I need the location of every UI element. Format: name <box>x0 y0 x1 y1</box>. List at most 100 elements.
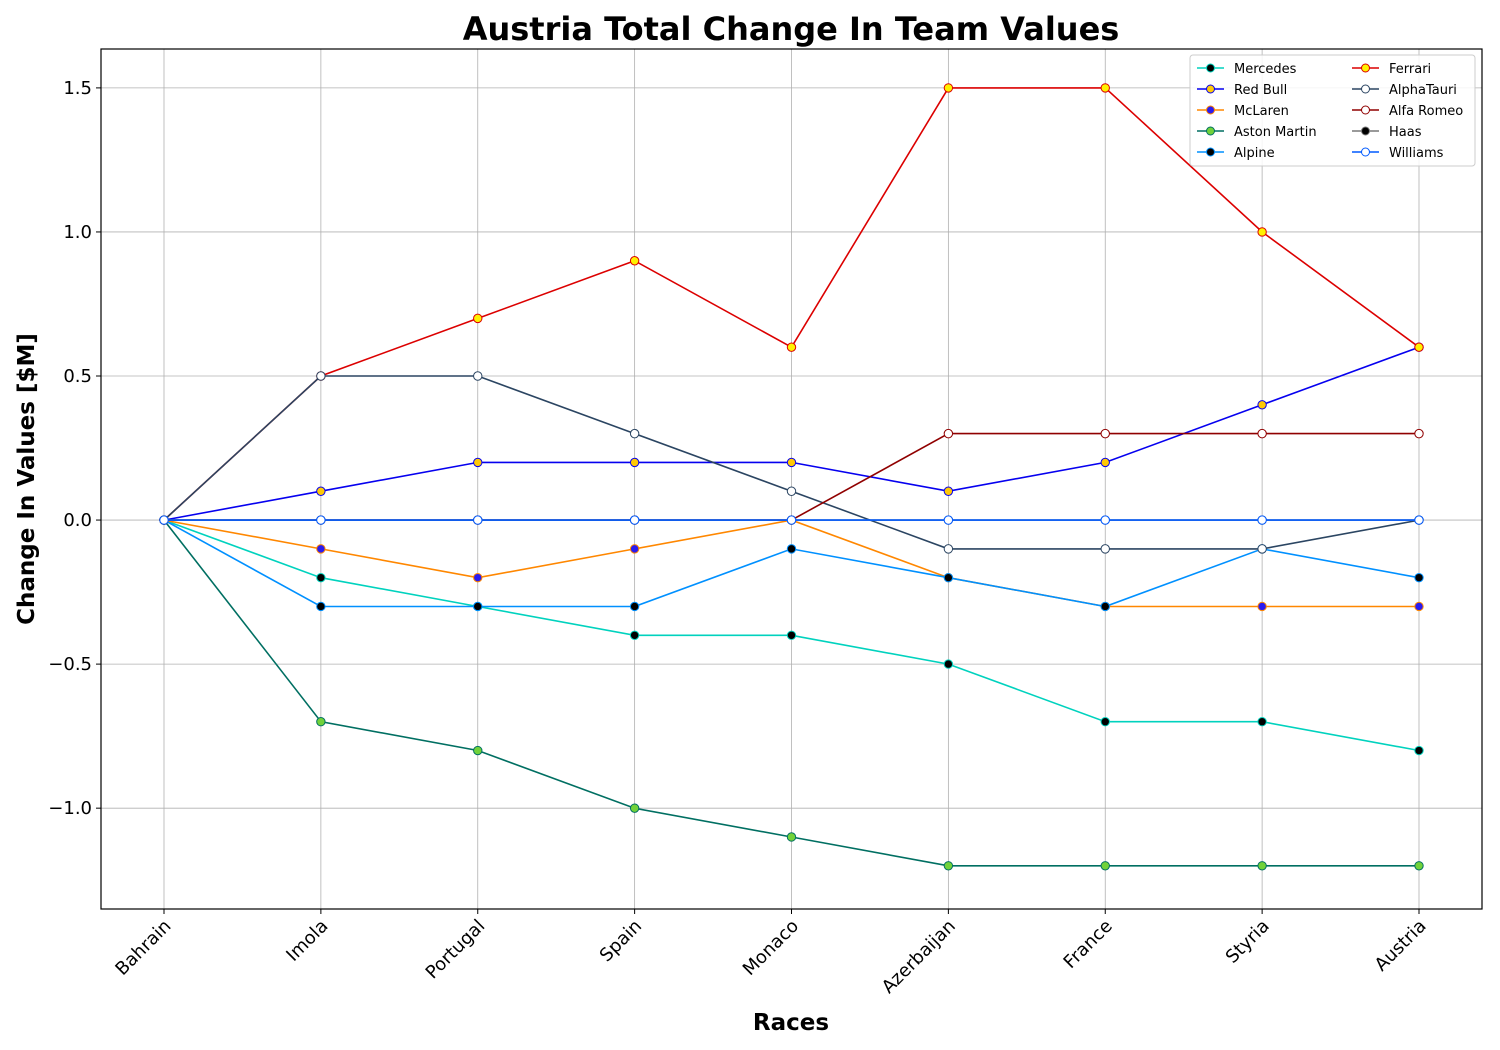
data-point-williams <box>316 515 326 525</box>
y-axis-label: Change In Values [$M] <box>14 333 40 625</box>
data-point-mercedes <box>629 630 640 640</box>
data-point-alphatauri <box>943 544 954 554</box>
series-aston-martin <box>159 515 1424 871</box>
data-point-alphatauri <box>473 371 483 381</box>
y-axis-ticks: −1.0 −0.5 0.0 0.5 1.0 1.5 <box>48 78 101 819</box>
y-tick-label: −1.0 <box>48 798 92 819</box>
data-point-williams <box>629 515 640 525</box>
data-point-mercedes <box>943 659 954 669</box>
x-tick-label: Imola <box>282 916 332 966</box>
data-point-alfa-romeo <box>1414 428 1424 439</box>
data-point-williams <box>786 515 797 525</box>
legend-swatch-marker <box>1206 105 1215 115</box>
data-point-aston-martin <box>473 745 483 756</box>
data-point-alpine <box>1100 601 1110 612</box>
data-point-alpine <box>786 544 797 554</box>
data-point-ferrari <box>473 313 483 324</box>
data-point-williams <box>473 515 483 525</box>
data-point-red-bull <box>1100 457 1110 468</box>
data-point-mercedes <box>1414 745 1424 756</box>
y-tick-label: 0.0 <box>63 510 92 531</box>
data-point-alfa-romeo <box>1100 428 1110 439</box>
legend-swatch-marker <box>1361 126 1370 136</box>
data-point-alphatauri <box>1257 544 1267 554</box>
legend-item: Alfa Romeo <box>1352 104 1463 119</box>
legend-swatch-marker <box>1206 63 1215 73</box>
data-point-ferrari <box>786 342 797 352</box>
legend-label: Alfa Romeo <box>1389 104 1463 119</box>
legend-item: Red Bull <box>1197 83 1287 98</box>
legend-label: Red Bull <box>1234 83 1287 98</box>
x-axis-label: Races <box>753 1010 829 1036</box>
data-point-aston-martin <box>786 832 797 842</box>
data-point-alphatauri <box>316 371 326 381</box>
data-point-mclaren <box>1414 601 1424 612</box>
data-point-williams <box>943 515 954 525</box>
x-tick-label: France <box>1060 916 1117 973</box>
data-point-red-bull <box>473 457 483 468</box>
legend-swatch-marker <box>1361 63 1370 73</box>
data-point-alfa-romeo <box>1257 428 1267 439</box>
legend: Mercedes Red Bull McLaren Aston Martin Alpin… <box>1189 54 1476 167</box>
data-point-aston-martin <box>1257 861 1267 871</box>
data-point-alpine <box>629 601 640 612</box>
chart-title: Austria Total Change In Team Values <box>463 10 1120 48</box>
data-point-aston-martin <box>943 861 954 871</box>
data-point-ferrari <box>1414 342 1424 352</box>
legend-label: McLaren <box>1234 104 1289 119</box>
data-point-alphatauri <box>786 486 797 496</box>
x-tick-label: Portugal <box>422 916 490 984</box>
data-point-mercedes <box>316 572 326 583</box>
data-point-mercedes <box>786 630 797 640</box>
data-point-mercedes <box>1257 717 1267 727</box>
data-point-ferrari <box>1257 227 1267 237</box>
data-point-ferrari <box>943 83 954 93</box>
y-tick-label: 0.5 <box>63 366 92 387</box>
legend-item: Williams <box>1352 146 1444 161</box>
x-tick-label: Styria <box>1222 916 1274 968</box>
x-tick-label: Spain <box>596 916 646 966</box>
x-tick-label: Austria <box>1371 916 1431 976</box>
data-point-williams <box>1414 515 1424 525</box>
data-point-alpine <box>473 601 483 612</box>
legend-swatch-marker <box>1206 84 1215 94</box>
data-point-alphatauri <box>1100 544 1110 554</box>
legend-item: AlphaTauri <box>1352 83 1457 98</box>
x-tick-label: Azerbaijan <box>878 916 960 998</box>
x-axis-ticks: Bahrain Imola Portugal Spain Monaco Azerbaija… <box>111 909 1431 998</box>
legend-item: McLaren <box>1197 104 1289 119</box>
data-point-williams <box>1100 515 1110 525</box>
data-point-ferrari <box>1100 83 1110 93</box>
data-point-red-bull <box>629 457 640 468</box>
series-alpine <box>159 515 1424 612</box>
data-point-aston-martin <box>1414 861 1424 871</box>
data-point-alpine <box>1414 572 1424 583</box>
legend-item: Haas <box>1352 125 1422 140</box>
data-point-williams <box>1257 515 1267 525</box>
legend-swatch-marker <box>1206 126 1215 136</box>
y-tick-label: −0.5 <box>48 654 92 675</box>
legend-label: Haas <box>1389 125 1422 140</box>
legend-item: Aston Martin <box>1197 125 1317 140</box>
data-point-alpine <box>943 572 954 583</box>
data-point-alfa-romeo <box>943 428 954 439</box>
x-tick-label: Monaco <box>739 916 803 980</box>
series-lines <box>159 83 1424 871</box>
legend-box <box>1189 54 1476 167</box>
data-point-mercedes <box>1100 717 1110 727</box>
data-point-alphatauri <box>629 428 640 439</box>
legend-item: Ferrari <box>1352 62 1431 77</box>
legend-label: Williams <box>1389 146 1444 161</box>
legend-swatch-marker <box>1361 84 1370 94</box>
legend-label: Ferrari <box>1389 62 1431 77</box>
data-point-mclaren <box>629 544 640 554</box>
data-point-aston-martin <box>316 717 326 727</box>
data-point-williams <box>159 515 169 525</box>
data-point-mclaren <box>473 572 483 583</box>
grid-lines <box>101 49 1482 909</box>
data-point-alpine <box>316 601 326 612</box>
data-point-red-bull <box>786 457 797 468</box>
legend-label: Aston Martin <box>1234 125 1317 140</box>
legend-swatch-marker <box>1361 105 1370 115</box>
